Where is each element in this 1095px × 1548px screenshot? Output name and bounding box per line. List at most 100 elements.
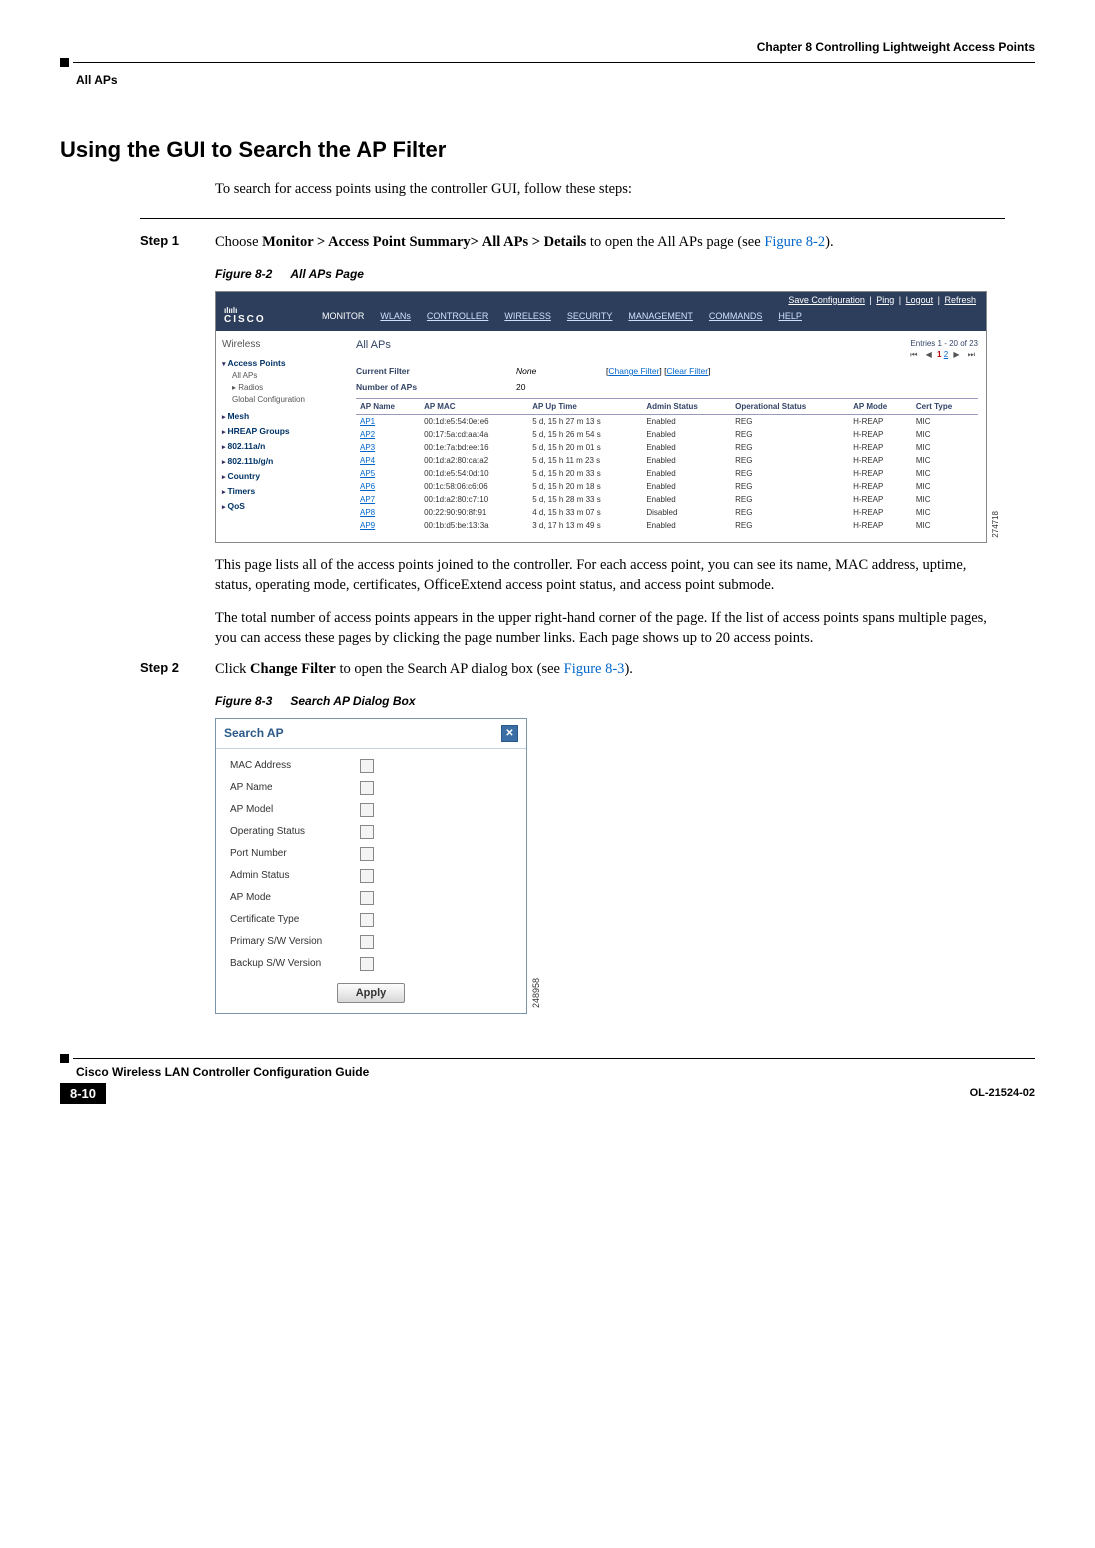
filter-label: Port Number bbox=[230, 848, 360, 859]
pager-last-icon[interactable]: ⏭ bbox=[968, 350, 975, 359]
table-cell: H-REAP bbox=[849, 467, 912, 480]
filter-checkbox[interactable] bbox=[360, 825, 374, 839]
filter-label: MAC Address bbox=[230, 760, 360, 771]
filter-row: AP Model bbox=[230, 799, 512, 821]
table-cell[interactable]: AP8 bbox=[356, 506, 420, 519]
table-cell: 5 d, 15 h 20 m 01 s bbox=[528, 441, 642, 454]
apply-button[interactable]: Apply bbox=[337, 983, 406, 1003]
table-cell: H-REAP bbox=[849, 480, 912, 493]
table-header: AP MAC bbox=[420, 398, 528, 414]
step-divider bbox=[140, 218, 1005, 219]
ap-link[interactable]: AP9 bbox=[360, 521, 375, 530]
topbar-refresh[interactable]: Refresh bbox=[944, 295, 976, 305]
sidebar-item[interactable]: 802.11b/g/n bbox=[222, 456, 342, 466]
menu-commands[interactable]: COMMANDS bbox=[709, 311, 763, 321]
sidebar-item[interactable]: HREAP Groups bbox=[222, 426, 342, 436]
table-cell: MIC bbox=[912, 480, 978, 493]
pager-link-2[interactable]: 2 bbox=[944, 350, 948, 359]
ap-link[interactable]: AP3 bbox=[360, 443, 375, 452]
filter-checkbox[interactable] bbox=[360, 935, 374, 949]
filter-checkbox[interactable] bbox=[360, 957, 374, 971]
table-cell: MIC bbox=[912, 519, 978, 532]
filter-row: Backup S/W Version bbox=[230, 953, 512, 975]
filter-checkbox[interactable] bbox=[360, 759, 374, 773]
ap-link[interactable]: AP6 bbox=[360, 482, 375, 491]
filter-checkbox[interactable] bbox=[360, 803, 374, 817]
table-cell[interactable]: AP9 bbox=[356, 519, 420, 532]
table-cell: 00:22:90:90:8f:91 bbox=[420, 506, 528, 519]
filter-value: None bbox=[516, 366, 606, 376]
menu-help[interactable]: HELP bbox=[778, 311, 802, 321]
sidebar-item[interactable]: All APs bbox=[232, 370, 342, 382]
sidebar-item[interactable]: Timers bbox=[222, 486, 342, 496]
table-cell: H-REAP bbox=[849, 519, 912, 532]
table-cell[interactable]: AP2 bbox=[356, 428, 420, 441]
table-cell[interactable]: AP6 bbox=[356, 480, 420, 493]
table-cell: REG bbox=[731, 441, 849, 454]
table-cell: Enabled bbox=[642, 480, 731, 493]
table-cell[interactable]: AP1 bbox=[356, 414, 420, 428]
table-cell: MIC bbox=[912, 467, 978, 480]
table-cell[interactable]: AP4 bbox=[356, 454, 420, 467]
ap-link[interactable]: AP5 bbox=[360, 469, 375, 478]
ap-link[interactable]: AP2 bbox=[360, 430, 375, 439]
topbar-save[interactable]: Save Configuration bbox=[788, 295, 865, 305]
table-row: AP300:1e:7a:bd:ee:165 d, 15 h 20 m 01 sE… bbox=[356, 441, 978, 454]
table-row: AP700:1d:a2:80:c7:105 d, 15 h 28 m 33 sE… bbox=[356, 493, 978, 506]
filter-checkbox[interactable] bbox=[360, 891, 374, 905]
table-cell: Disabled bbox=[642, 506, 731, 519]
header-section: All APs bbox=[76, 73, 1035, 87]
clear-filter-link[interactable]: Clear Filter bbox=[667, 366, 709, 376]
sidebar-item[interactable]: Global Configuration bbox=[232, 394, 342, 406]
table-cell[interactable]: AP7 bbox=[356, 493, 420, 506]
pager-prev-icon[interactable]: ◀ bbox=[926, 350, 932, 359]
ap-link[interactable]: AP1 bbox=[360, 417, 375, 426]
sidebar-item[interactable]: Mesh bbox=[222, 411, 342, 421]
table-cell[interactable]: AP5 bbox=[356, 467, 420, 480]
pager-next-icon[interactable]: ▶ bbox=[953, 350, 959, 359]
table-header: Cert Type bbox=[912, 398, 978, 414]
table-cell: Enabled bbox=[642, 467, 731, 480]
step2-label: Step 2 bbox=[140, 660, 215, 680]
table-cell: MIC bbox=[912, 493, 978, 506]
sidebar-item[interactable]: QoS bbox=[222, 501, 342, 511]
table-cell[interactable]: AP3 bbox=[356, 441, 420, 454]
filter-row: AP Mode bbox=[230, 887, 512, 909]
menu-wireless[interactable]: WIRELESS bbox=[504, 311, 551, 321]
sidebar-item[interactable]: Country bbox=[222, 471, 342, 481]
topbar-ping[interactable]: Ping bbox=[876, 295, 894, 305]
ap-link[interactable]: AP4 bbox=[360, 456, 375, 465]
sidebar-item[interactable]: Access Points bbox=[222, 358, 342, 368]
filter-label: AP Mode bbox=[230, 892, 360, 903]
table-row: AP100:1d:e5:54:0e:e65 d, 15 h 27 m 13 sE… bbox=[356, 414, 978, 428]
sidebar-item[interactable]: 802.11a/n bbox=[222, 441, 342, 451]
table-cell: H-REAP bbox=[849, 506, 912, 519]
table-cell: 00:1e:7a:bd:ee:16 bbox=[420, 441, 528, 454]
menu-wlans[interactable]: WLANs bbox=[380, 311, 411, 321]
table-cell: 00:1c:58:06:c6:06 bbox=[420, 480, 528, 493]
table-row: AP800:22:90:90:8f:914 d, 15 h 33 m 07 sD… bbox=[356, 506, 978, 519]
filter-label: Primary S/W Version bbox=[230, 936, 360, 947]
table-cell: MIC bbox=[912, 506, 978, 519]
menu-security[interactable]: SECURITY bbox=[567, 311, 613, 321]
sidebar-item[interactable]: ▸ Radios bbox=[232, 382, 342, 394]
menu-monitor[interactable]: MONITOR bbox=[322, 311, 364, 321]
ap-link[interactable]: AP7 bbox=[360, 495, 375, 504]
step1-content: Choose Monitor > Access Point Summary> A… bbox=[215, 233, 1005, 253]
filter-checkbox[interactable] bbox=[360, 913, 374, 927]
table-cell: MIC bbox=[912, 428, 978, 441]
menu-management[interactable]: MANAGEMENT bbox=[628, 311, 693, 321]
close-icon[interactable]: ✕ bbox=[501, 725, 518, 742]
ap-link[interactable]: AP8 bbox=[360, 508, 375, 517]
filter-checkbox[interactable] bbox=[360, 847, 374, 861]
table-cell: REG bbox=[731, 467, 849, 480]
table-cell: REG bbox=[731, 428, 849, 441]
table-cell: Enabled bbox=[642, 454, 731, 467]
filter-checkbox[interactable] bbox=[360, 869, 374, 883]
change-filter-link[interactable]: Change Filter bbox=[608, 366, 659, 376]
doc-number: OL-21524-02 bbox=[970, 1087, 1035, 1099]
pager-first-icon[interactable]: ⏮ bbox=[910, 350, 917, 359]
filter-checkbox[interactable] bbox=[360, 781, 374, 795]
menu-controller[interactable]: CONTROLLER bbox=[427, 311, 489, 321]
topbar-logout[interactable]: Logout bbox=[906, 295, 934, 305]
